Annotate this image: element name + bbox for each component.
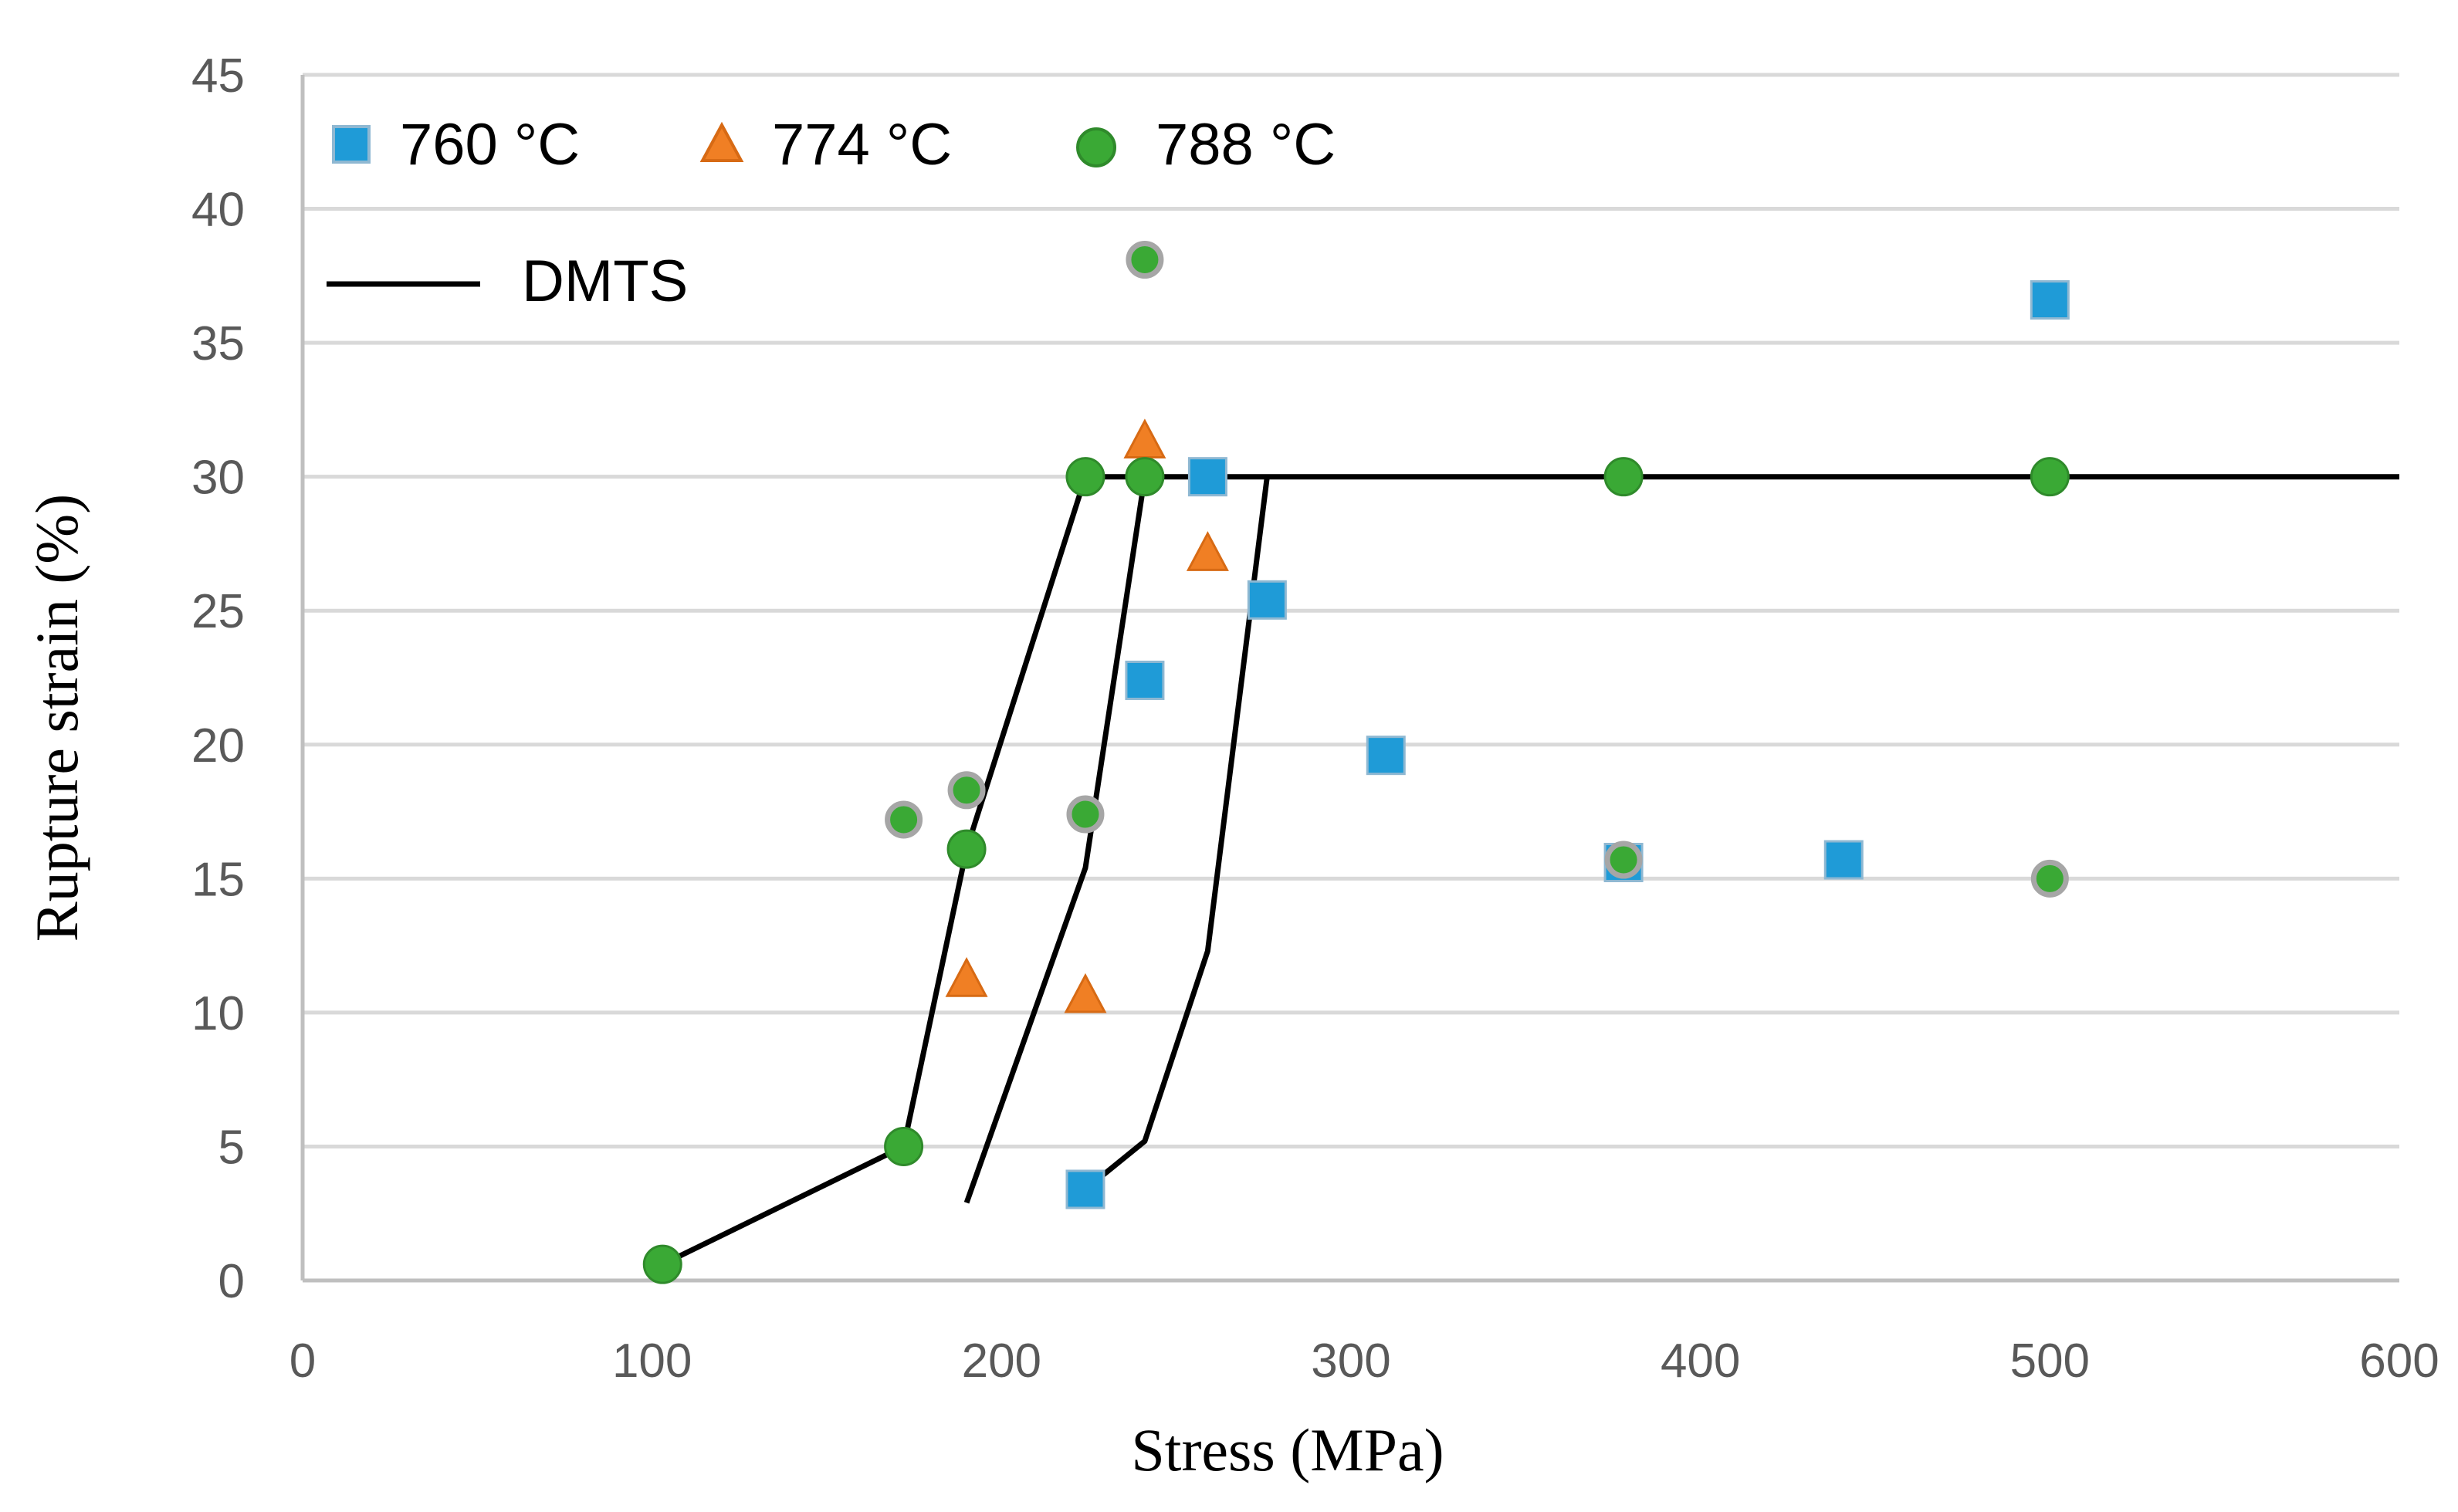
dmts-line-2 [963,476,1148,1204]
y-tick-label-35: 35 [191,317,245,370]
point-788-8 [885,800,923,839]
legend: 760 °C 774 °C 788 °C DMTS [327,112,1336,314]
point-788-10 [1066,795,1105,834]
point-760-5 [1366,736,1406,776]
y-tick-label-20: 20 [191,719,245,773]
y-tick-label-25: 25 [191,585,245,638]
point-788-2 [884,1126,924,1166]
x-tick-label-200: 200 [962,1334,1041,1388]
data-points [642,241,2070,1284]
legend-marker-788 [1076,127,1116,167]
point-788-3 [946,829,987,869]
point-760-1 [1065,1169,1105,1209]
legend-label-788: 788 °C [1156,112,1336,178]
y-tick-label-5: 5 [218,1121,245,1174]
x-tick-label-600: 600 [2359,1334,2439,1388]
legend-marker-760 [332,125,371,164]
x-tick-label-0: 0 [289,1334,316,1388]
point-760-8 [2030,280,2070,320]
point-788-13 [2030,859,2069,898]
x-axis-title: Stress (MPa) [1131,1416,1444,1483]
gridlines [303,73,2399,1148]
point-788-6 [1603,457,1644,497]
y-axis-title: Rupture strain (%) [23,494,90,942]
y-tick-label-15: 15 [191,853,245,906]
point-788-1 [642,1244,682,1284]
point-774-2 [1064,972,1107,1013]
y-tick-label-45: 45 [191,49,245,103]
point-788-12 [1604,841,1643,879]
dmts-line-3 [1083,476,1270,1192]
x-tick-label-100: 100 [612,1334,692,1388]
point-774-1 [945,957,988,997]
point-774-4 [1186,531,1229,571]
x-tick-label-500: 500 [2010,1334,2090,1388]
y-tick-label-0: 0 [218,1255,245,1308]
legend-marker-774 [699,121,744,162]
y-tick-label-30: 30 [191,452,245,505]
tick-labels: 0 5 10 15 20 25 30 35 40 45 0 100 200 300 400 500 600 [191,49,2439,1388]
legend-label-760: 760 °C [400,112,580,178]
point-788-7 [2030,457,2070,497]
point-760-3 [1187,457,1227,497]
x-tick-label-400: 400 [1661,1334,1740,1388]
point-788-5 [1125,457,1165,497]
point-788-11 [1126,241,1164,279]
x-tick-label-300: 300 [1311,1334,1390,1388]
legend-label-dmts: DMTS [522,249,688,314]
point-760-7 [1823,840,1864,880]
point-788-4 [1065,457,1105,497]
y-tick-label-40: 40 [191,184,245,237]
point-788-9 [947,771,986,810]
y-tick-label-10: 10 [191,987,245,1040]
point-760-2 [1125,660,1165,700]
legend-label-774: 774 °C [772,112,952,178]
point-774-3 [1123,418,1166,459]
point-760-4 [1247,580,1287,620]
